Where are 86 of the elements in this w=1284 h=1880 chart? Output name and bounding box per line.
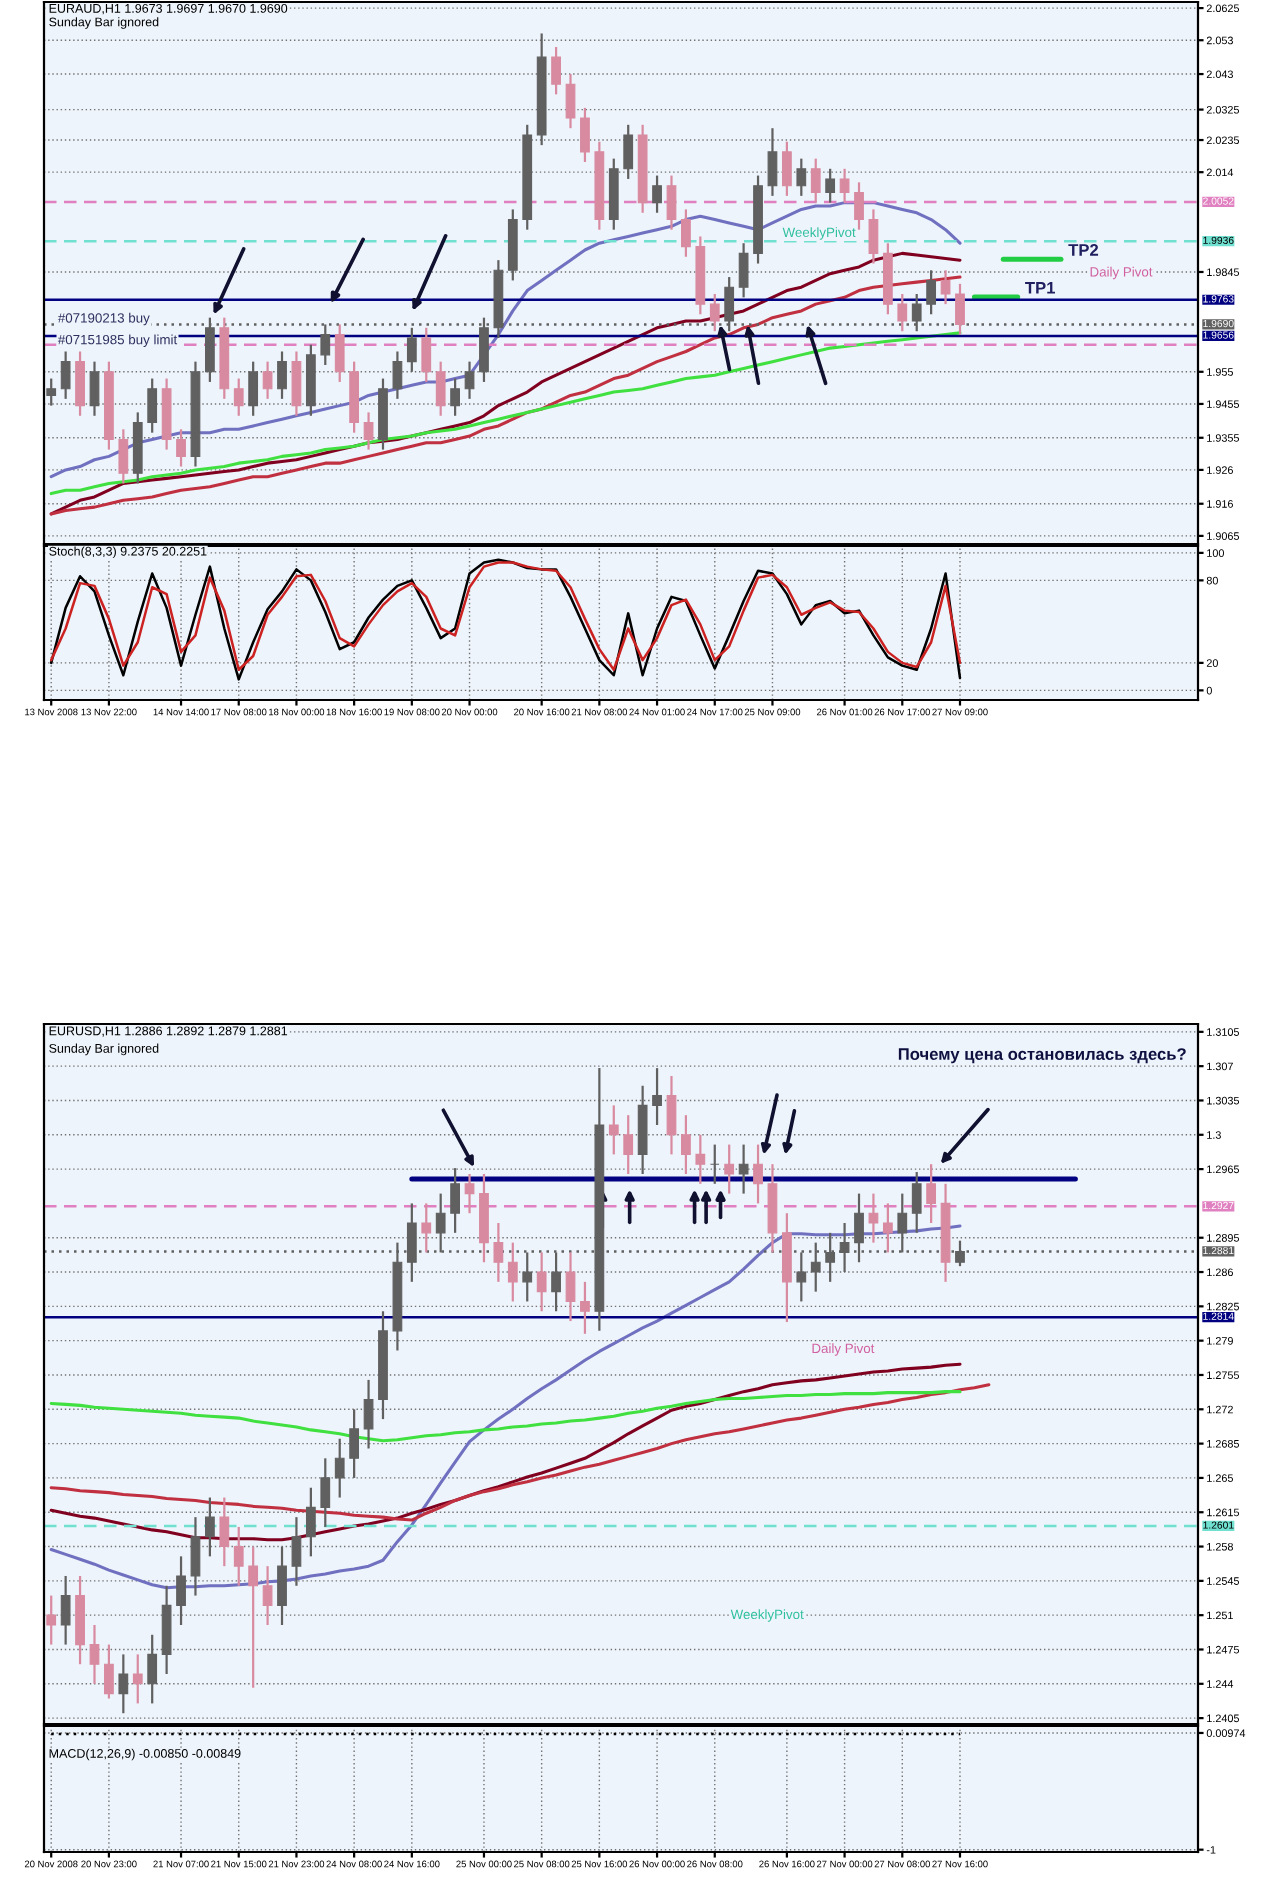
candlestick (233, 377, 244, 417)
candlestick (89, 360, 100, 417)
candlestick (291, 1516, 302, 1587)
candlestick (450, 1167, 460, 1234)
candlestick (464, 360, 475, 400)
candlestick (580, 106, 590, 164)
candlestick (262, 360, 273, 400)
series-label: TP2 (1068, 244, 1099, 256)
candlestick (75, 350, 85, 417)
candlestick (262, 1565, 273, 1627)
candlestick (219, 1496, 230, 1568)
candlestick (132, 1653, 143, 1705)
candlestick (507, 1241, 518, 1303)
candlestick (681, 1114, 691, 1176)
candlestick (176, 1555, 186, 1627)
candlestick (104, 1643, 114, 1700)
candlestick (277, 350, 287, 400)
candlestick (46, 1594, 57, 1646)
candlestick (118, 428, 129, 485)
candlestick (248, 1545, 259, 1689)
line-series (49, 331, 962, 496)
candlestick (305, 1486, 316, 1558)
candlestick (580, 1280, 590, 1335)
candlestick (118, 1653, 129, 1715)
candlestick (205, 1496, 215, 1558)
candlestick (277, 1545, 287, 1627)
candlestick (363, 411, 374, 451)
candlestick (709, 292, 720, 333)
candlestick (839, 167, 850, 204)
annotation: Почему цена остановилась здесь? (898, 1048, 1186, 1064)
candlestick (753, 1143, 763, 1205)
candlestick (190, 1516, 201, 1597)
candlestick (767, 127, 778, 197)
series-label: TP1 (1025, 282, 1055, 294)
candlestick (233, 1525, 244, 1587)
candlestick (46, 377, 57, 407)
candlestick (940, 269, 951, 306)
candlestick (652, 174, 662, 214)
candlestick (955, 282, 965, 336)
candlestick (810, 157, 821, 204)
candlestick (421, 1202, 432, 1254)
candlestick (623, 123, 634, 181)
candlestick (147, 1633, 158, 1705)
candlestick (868, 208, 879, 265)
candlestick (565, 1251, 576, 1323)
candlestick (291, 350, 302, 417)
candlestick (450, 377, 460, 417)
candlestick (60, 1574, 71, 1646)
candlestick (565, 72, 576, 130)
candlestick (623, 1114, 634, 1176)
candlestick (334, 323, 345, 384)
candlestick (695, 1133, 706, 1185)
candlestick (349, 1408, 360, 1480)
candlestick (911, 1170, 922, 1234)
candlestick (926, 1163, 937, 1225)
candlestick (493, 1221, 504, 1283)
candlestick (89, 1623, 100, 1685)
candlestick (796, 157, 807, 197)
candlestick (248, 360, 259, 417)
candlestick (608, 1104, 619, 1156)
candlestick (334, 1437, 345, 1499)
candlestick (897, 292, 908, 333)
candlestick (782, 140, 792, 197)
candlestick (854, 181, 864, 231)
candlestick (825, 167, 836, 204)
candlestick (724, 1143, 735, 1195)
candlestick (868, 1192, 879, 1244)
candlestick (681, 208, 691, 258)
candlestick (147, 377, 158, 434)
candlestick (666, 174, 677, 231)
candlestick (392, 350, 403, 400)
candlestick (176, 428, 186, 468)
candlestick (464, 1172, 475, 1215)
candlestick (421, 326, 432, 384)
candlestick (738, 1143, 749, 1195)
candlestick (652, 1067, 662, 1127)
candlestick (320, 1457, 331, 1529)
candlestick (926, 269, 937, 316)
candlestick (738, 242, 749, 299)
candlestick (882, 1202, 893, 1254)
candlestick (363, 1378, 374, 1450)
candlestick (666, 1074, 677, 1156)
candlestick (551, 45, 561, 96)
candlestick (536, 1251, 547, 1313)
candlestick (60, 350, 71, 400)
candlestick (435, 360, 446, 417)
